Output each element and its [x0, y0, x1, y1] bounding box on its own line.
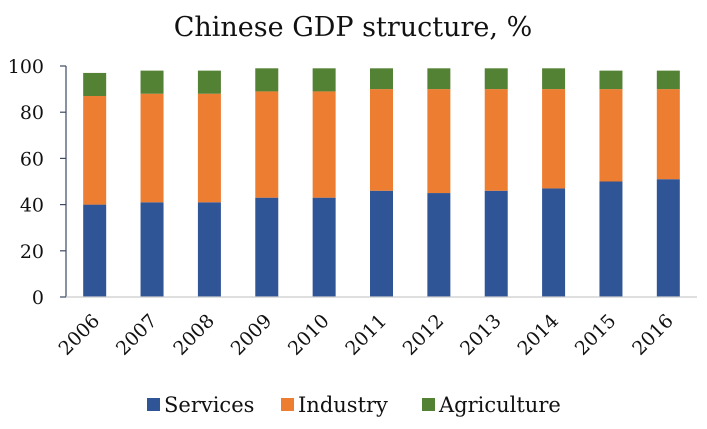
bar-services-2008: [197, 202, 221, 297]
bar-services-2013: [484, 190, 508, 297]
bar-industry-2014: [542, 89, 566, 189]
x-axis-ticks: 2006 2007 2008 2009 2010 2011 2012 2013 2014 2015…: [54, 310, 677, 360]
bar-industry-2010: [312, 91, 336, 198]
bar-agriculture-2014: [542, 68, 566, 90]
bar-industry-2012: [427, 89, 451, 194]
y-tick-label: 40: [20, 195, 44, 217]
bar-industry-2009: [255, 91, 279, 198]
x-tick-label: 2013: [456, 310, 506, 360]
x-tick-label: 2009: [227, 310, 277, 360]
bar-industry-2007: [140, 93, 164, 203]
legend-swatch-agriculture: [422, 398, 435, 411]
bar-services-2012: [427, 193, 451, 297]
bars-group: [83, 68, 680, 297]
bar-agriculture-2013: [484, 68, 508, 90]
bar-services-2009: [255, 197, 279, 297]
x-tick-label: 2011: [341, 310, 391, 360]
bar-agriculture-2008: [197, 70, 221, 94]
legend-label-industry: Industry: [298, 393, 388, 417]
bar-industry-2016: [656, 89, 680, 180]
bar-agriculture-2010: [312, 68, 336, 92]
bar-industry-2006: [83, 96, 107, 205]
x-tick-label: 2006: [54, 310, 104, 360]
legend-label-services: Services: [164, 393, 254, 417]
bar-agriculture-2012: [427, 68, 451, 90]
y-tick-label: 0: [32, 287, 44, 309]
legend-swatch-services: [147, 398, 160, 411]
y-tick-label: 20: [20, 241, 44, 263]
x-tick-label: 2007: [112, 310, 162, 360]
bar-agriculture-2006: [83, 72, 107, 97]
bar-services-2016: [656, 179, 680, 297]
x-tick-label: 2008: [169, 310, 219, 360]
y-tick-label: 80: [20, 102, 44, 124]
x-tick-label: 2014: [513, 310, 563, 360]
x-tick-label: 2016: [628, 310, 678, 360]
y-axis-ticks: 0 20 40 60 80 100: [8, 56, 66, 309]
bar-services-2006: [83, 204, 107, 297]
bar-agriculture-2009: [255, 68, 279, 92]
bar-industry-2015: [599, 89, 623, 182]
x-tick-label: 2010: [284, 310, 334, 360]
legend-label-agriculture: Agriculture: [438, 393, 561, 417]
bar-industry-2008: [197, 93, 221, 203]
bar-services-2010: [312, 197, 336, 297]
legend: Services Industry Agriculture: [147, 393, 561, 417]
bar-agriculture-2015: [599, 70, 623, 90]
y-tick-label: 60: [20, 148, 44, 170]
bar-agriculture-2016: [656, 70, 680, 90]
bar-industry-2013: [484, 89, 508, 191]
y-tick-label: 100: [8, 56, 44, 78]
bar-services-2007: [140, 202, 164, 297]
legend-swatch-industry: [281, 398, 294, 411]
bar-services-2015: [599, 181, 623, 297]
bar-agriculture-2007: [140, 70, 164, 94]
bar-services-2014: [542, 188, 566, 297]
chart-title: Chinese GDP structure, %: [174, 12, 533, 43]
bar-services-2011: [370, 190, 393, 297]
x-tick-label: 2015: [571, 310, 621, 360]
x-tick-label: 2012: [399, 310, 449, 360]
bar-industry-2011: [370, 89, 393, 191]
bar-agriculture-2011: [370, 68, 393, 90]
